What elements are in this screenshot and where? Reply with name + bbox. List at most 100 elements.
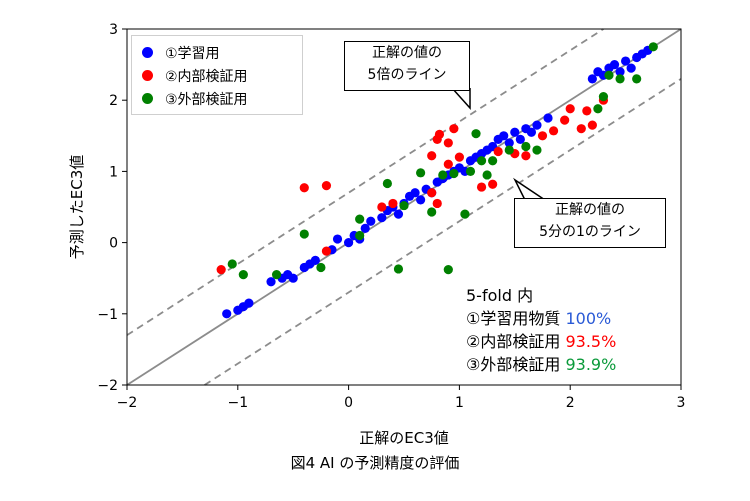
- data-point-series2-21: [504, 145, 514, 155]
- y-tick-label: −2: [97, 378, 118, 394]
- x-tick-label: 1: [455, 395, 464, 411]
- data-point-series1-21: [548, 126, 559, 136]
- data-point-series1-15: [476, 182, 487, 192]
- upper-callout: 正解の値の 5倍のライン: [344, 41, 470, 91]
- data-point-series2-18: [476, 156, 487, 166]
- data-point-series2-29: [648, 42, 658, 52]
- lower-callout: 正解の値の 5分の1のライン: [514, 198, 666, 248]
- lower-callout-line1: 正解の値の: [555, 202, 625, 218]
- data-point-series1-16: [488, 179, 498, 189]
- data-point-series2-20: [488, 156, 498, 166]
- legend: ①学習用 ②内部検証用 ③外部検証用: [131, 35, 303, 115]
- data-point-series2-1: [238, 270, 248, 280]
- lower-callout-tail: [513, 177, 546, 201]
- data-point-series2-28: [632, 74, 642, 84]
- stats-title: 5-fold 内: [466, 286, 534, 305]
- data-point-series1-8: [434, 129, 445, 139]
- y-tick-label: 2: [109, 93, 118, 109]
- data-point-series0-48: [587, 74, 597, 84]
- data-points: [216, 42, 658, 319]
- data-point-series1-4: [377, 202, 387, 212]
- data-point-series1-23: [565, 104, 575, 114]
- accuracy-stats: 5-fold 内 ①学習用物質 100% ②内部検証用 93.5% ③外部検証用…: [466, 284, 616, 376]
- stats-value-training: 100%: [565, 309, 612, 328]
- legend-label-training: ①学習用: [165, 45, 220, 62]
- legend-label-external: ③外部検証用: [165, 91, 248, 108]
- data-point-series0-52: [609, 60, 620, 70]
- legend-item-training: ①学習用: [142, 41, 302, 64]
- plot-frame: [126, 28, 682, 386]
- data-point-series1-9: [443, 138, 453, 148]
- data-point-series0-41: [504, 138, 514, 148]
- x-tick-label: −1: [227, 395, 248, 411]
- data-point-series2-12: [438, 170, 448, 180]
- data-point-series2-27: [615, 74, 625, 84]
- x-tick-label: 3: [677, 395, 686, 411]
- y-tick-label: 1: [109, 164, 118, 180]
- data-point-series1-10: [449, 124, 459, 134]
- data-point-series2-9: [399, 200, 409, 211]
- data-point-series2-3: [299, 229, 309, 239]
- data-point-series0-45: [526, 127, 537, 137]
- data-point-series0-53: [615, 67, 625, 77]
- legend-marker-training: [142, 47, 153, 58]
- data-point-series1-1: [299, 183, 309, 193]
- data-point-series2-26: [604, 70, 614, 80]
- stats-label-training: ①学習用物質: [466, 309, 561, 328]
- stats-label-external: ③外部検証用: [466, 355, 561, 374]
- data-point-series1-3: [321, 181, 332, 191]
- axis-ticks: −2−2 −1 −1 0 0 1 1 2 2 3 3: [97, 22, 685, 411]
- y-tick-label: 0: [109, 236, 118, 252]
- legend-label-internal: ②内部検証用: [165, 68, 248, 85]
- data-point-series2-11: [427, 207, 437, 217]
- stats-row-internal: ②内部検証用 93.5%: [466, 330, 616, 353]
- reference-line-2: [204, 78, 682, 386]
- data-point-series1-22: [560, 115, 570, 125]
- data-point-series1-0: [216, 265, 226, 275]
- data-point-series2-4: [316, 262, 326, 273]
- reference-line-1: [126, 28, 604, 336]
- data-point-series0-4: [266, 277, 276, 287]
- data-point-series2-8: [393, 264, 404, 274]
- data-point-series1-20: [537, 131, 548, 141]
- data-point-series1-17: [493, 146, 503, 157]
- data-point-series1-6: [427, 151, 437, 161]
- data-point-series0-46: [532, 120, 542, 130]
- data-point-series2-0: [227, 259, 237, 269]
- data-point-series0-40: [499, 131, 509, 141]
- data-point-series2-10: [416, 168, 426, 178]
- data-point-series0-55: [626, 63, 636, 73]
- data-point-series2-14: [449, 168, 459, 179]
- y-tick-label: 3: [109, 22, 118, 38]
- data-point-series0-17: [366, 216, 376, 226]
- data-point-series0-7: [288, 273, 298, 283]
- legend-marker-internal: [142, 70, 153, 81]
- stats-row-training: ①学習用物質 100%: [466, 307, 616, 330]
- data-point-series2-19: [482, 170, 492, 180]
- stats-value-internal: 93.5%: [565, 332, 617, 351]
- data-point-series2-7: [382, 178, 392, 189]
- data-point-series0-42: [510, 127, 520, 137]
- data-point-series2-22: [521, 141, 531, 152]
- data-point-series0-54: [621, 56, 631, 66]
- data-point-series2-2: [271, 270, 282, 280]
- data-point-series2-15: [460, 209, 470, 219]
- upper-callout-line1: 正解の値の: [372, 45, 442, 61]
- y-axis-label: 予測したEC3値: [68, 155, 86, 260]
- data-point-series0-10: [310, 255, 320, 265]
- upper-callout-line2: 5倍のライン: [367, 67, 447, 83]
- x-tick-label: −2: [117, 395, 138, 411]
- data-point-series0-0: [222, 309, 232, 319]
- upper-callout-tail: [451, 87, 471, 110]
- y-tick-label: −1: [97, 307, 118, 323]
- legend-item-external: ③外部検証用: [142, 87, 302, 110]
- figure-caption: 図4 AI の予測精度の評価: [290, 454, 460, 472]
- data-point-series2-23: [532, 145, 542, 155]
- data-point-series1-2: [321, 246, 332, 256]
- data-point-series0-47: [543, 113, 553, 123]
- stats-row-external: ③外部検証用 93.9%: [466, 353, 616, 376]
- data-point-series2-17: [471, 129, 481, 139]
- data-point-series2-5: [355, 230, 365, 241]
- data-point-series2-6: [355, 214, 365, 224]
